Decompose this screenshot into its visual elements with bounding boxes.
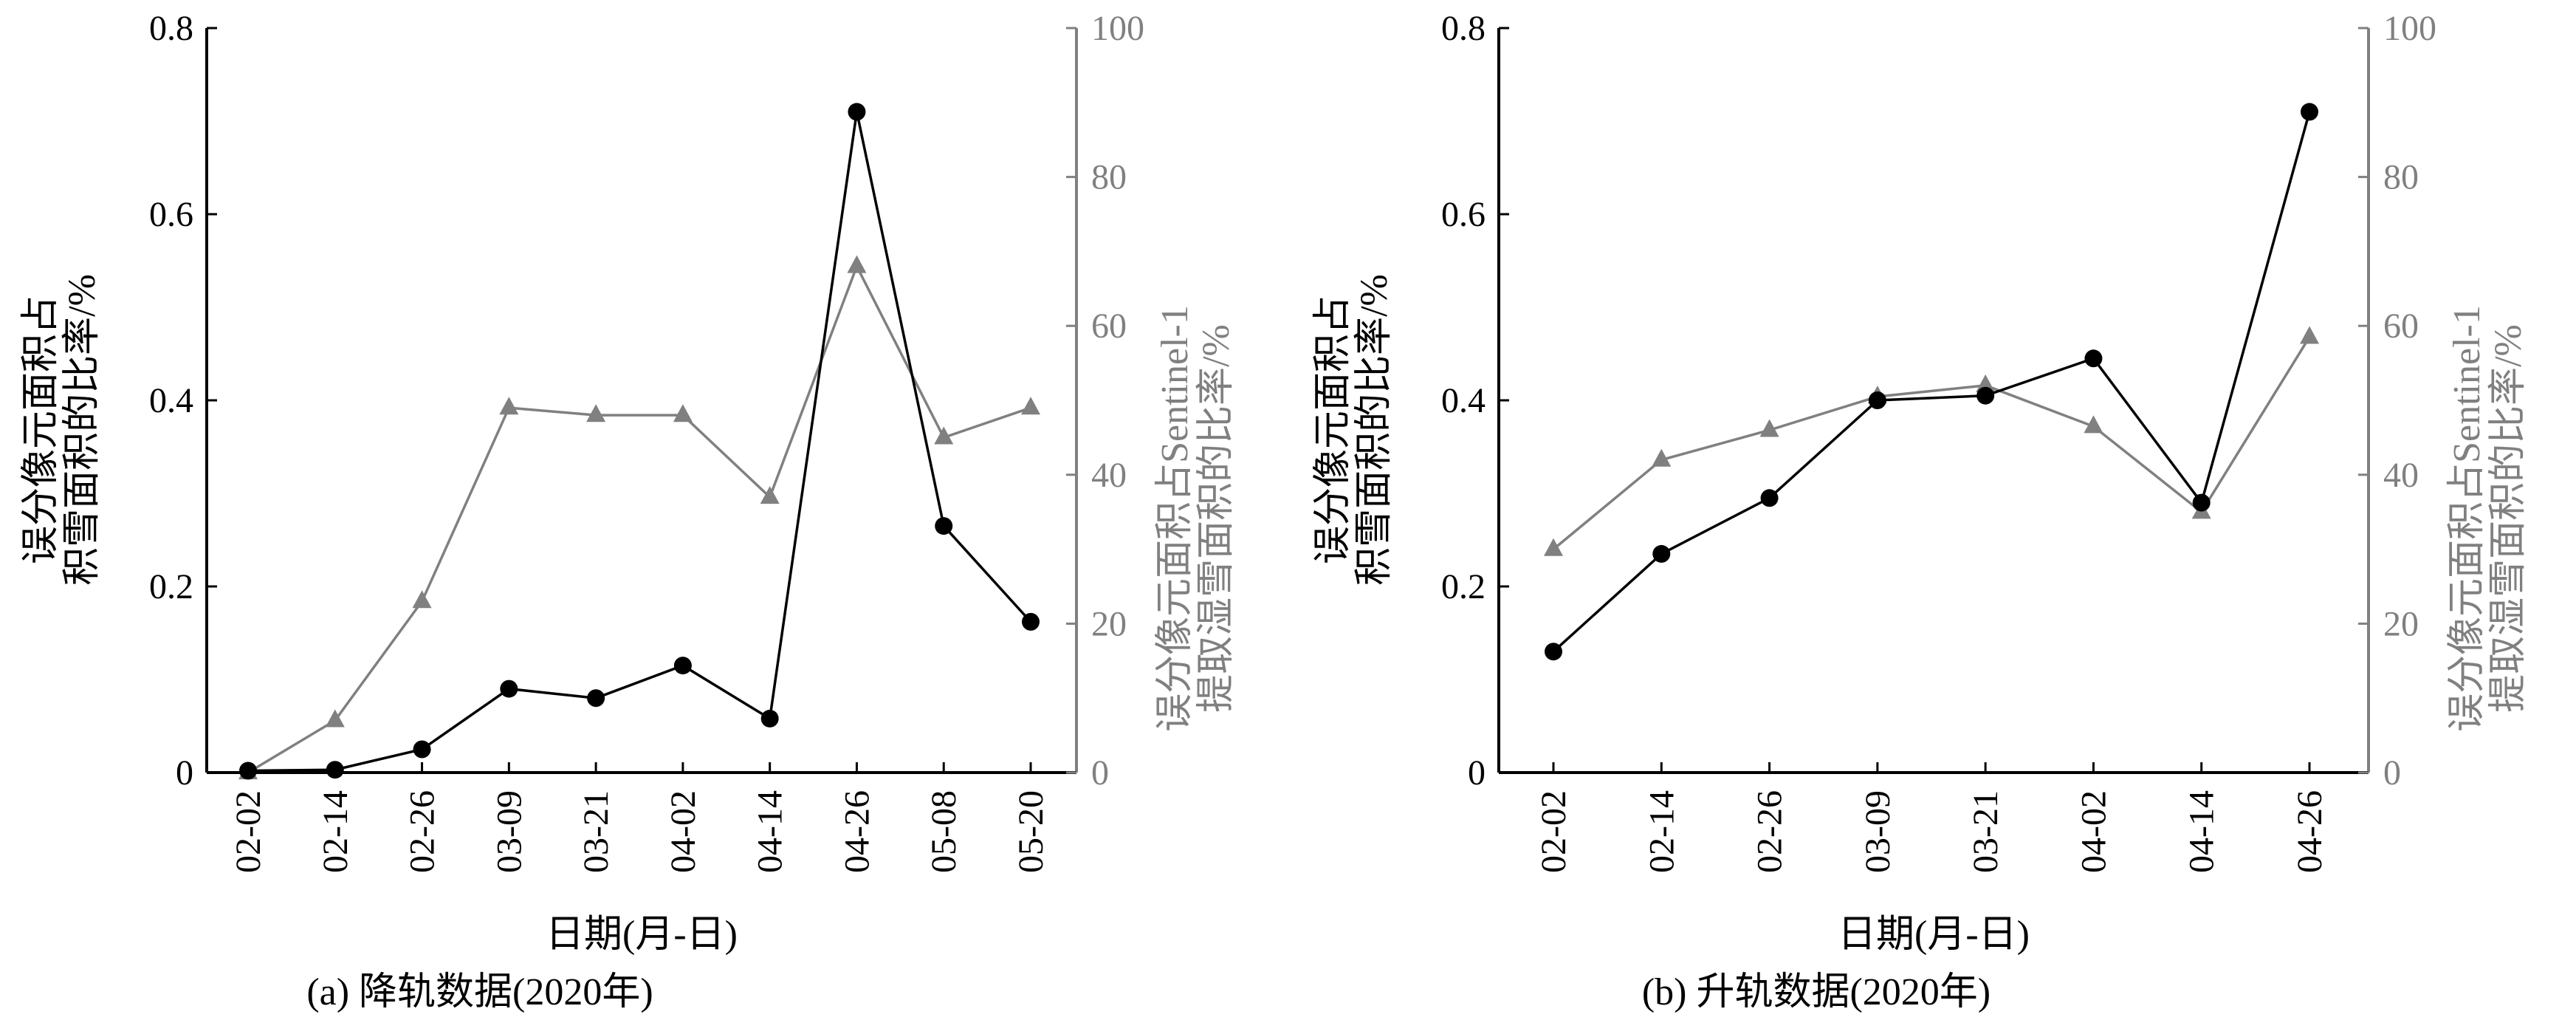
x-axis-title: 日期(月-日) <box>546 914 738 956</box>
ratio-data-point <box>760 709 779 728</box>
ratio-data-point <box>2192 493 2211 512</box>
ratio-data-point <box>326 761 344 779</box>
ratio-data-point <box>1545 643 1562 661</box>
right-y-tick-label: 100 <box>2383 9 2436 48</box>
x-tick-label: 02-02 <box>229 790 268 873</box>
right-y-tick-label: 20 <box>1091 604 1127 643</box>
share-data-point <box>1759 419 1779 437</box>
x-tick-label: 05-20 <box>1011 790 1051 873</box>
ratio-data-point <box>673 657 692 675</box>
x-tick-label: 04-26 <box>837 790 876 873</box>
ratio-data-point <box>587 689 605 708</box>
right-y-axis-title: 误分像元面积占Sentinel-1 <box>1154 305 1196 732</box>
panel-caption: (b) 升轨数据(2020年) <box>1642 971 1991 1013</box>
left-y-tick-label: 0.6 <box>1441 195 1486 234</box>
left-y-axis-title: 积雪面积的比率/% <box>1353 274 1395 586</box>
chart-panel-a: 0 0.2 0.4 0.6 0.8 0 20 40 60 80 100 02-02 02-14 02-26… <box>20 9 1237 1013</box>
share-data-point <box>1021 397 1040 415</box>
left-y-tick-label: 0.2 <box>1441 567 1486 606</box>
left-y-tick-label: 0.4 <box>149 381 193 420</box>
x-tick-label: 04-26 <box>2290 790 2329 873</box>
x-tick-label: 02-02 <box>1534 790 1573 873</box>
x-tick-label: 03-09 <box>1858 790 1897 873</box>
share-data-point <box>499 397 519 415</box>
share-data-point <box>1544 538 1563 556</box>
left-y-tick-label: 0.4 <box>1441 381 1486 420</box>
x-tick-label: 03-09 <box>490 790 529 873</box>
right-y-tick-label: 100 <box>1091 9 1144 48</box>
chart-panel-b: 0 0.2 0.4 0.6 0.8 0 20 40 60 80 100 02-02 02-14 02-26… <box>1312 9 2529 1013</box>
x-tick-label: 04-02 <box>2074 790 2113 873</box>
right-y-tick-label: 40 <box>1091 456 1127 495</box>
share-data-point <box>412 590 432 609</box>
ratio-data-point <box>1868 391 1886 409</box>
left-y-axis-title: 积雪面积的比率/% <box>61 274 103 586</box>
x-tick-label: 04-02 <box>664 790 703 873</box>
left-y-tick-label: 0.8 <box>149 9 193 48</box>
ratio-data-point <box>1760 489 1779 507</box>
left-y-tick-label: 0.2 <box>149 567 193 606</box>
share-data-point <box>2300 326 2319 344</box>
share-data-point <box>934 426 954 445</box>
ratio-data-point <box>848 103 866 121</box>
x-tick-label: 02-26 <box>403 790 442 873</box>
right-y-tick-label: 0 <box>1091 753 1109 793</box>
ratio-data-point <box>2084 349 2103 368</box>
right-y-tick-label: 20 <box>2383 604 2419 643</box>
ratio-data-point <box>1976 386 1995 405</box>
share-data-point <box>2084 415 2103 434</box>
left-y-tick-label: 0 <box>176 753 193 793</box>
share-data-point <box>1652 448 1672 467</box>
ratio-data-point <box>413 740 431 759</box>
share-data-point <box>325 709 345 728</box>
ratio-series-line <box>247 112 1032 773</box>
ratio-data-point <box>935 517 953 535</box>
left-y-axis-title: 误分像元面积占 <box>20 295 62 564</box>
right-y-tick-label: 80 <box>2383 158 2419 197</box>
share-series-line <box>247 263 1031 774</box>
x-tick-label: 03-21 <box>577 790 616 873</box>
ratio-data-point <box>239 761 257 780</box>
panel-caption: (a) 降轨数据(2020年) <box>306 971 653 1013</box>
left-y-tick-label: 0.8 <box>1441 9 1486 48</box>
ratio-series-line <box>1552 111 2311 653</box>
right-y-tick-label: 0 <box>2383 753 2401 793</box>
x-tick-label: 04-14 <box>751 790 790 873</box>
right-y-axis-title: 提取湿雪面积的比率/% <box>1195 324 1237 713</box>
x-tick-label: 05-08 <box>924 790 964 873</box>
share-data-point <box>1976 374 1996 392</box>
left-y-axis-title: 误分像元面积占 <box>1312 295 1354 564</box>
share-data-point <box>847 255 867 273</box>
right-y-tick-label: 60 <box>2383 307 2419 346</box>
x-tick-label: 03-21 <box>1966 790 2005 873</box>
share-series-line <box>1552 336 2311 550</box>
left-y-tick-label: 0 <box>1468 753 1486 793</box>
ratio-data-point <box>1652 544 1671 563</box>
share-data-point <box>673 404 693 422</box>
right-y-axis-title: 提取湿雪面积的比率/% <box>2487 324 2529 713</box>
x-tick-label: 04-14 <box>2182 790 2222 873</box>
right-y-tick-label: 60 <box>1091 307 1127 346</box>
x-tick-label: 02-14 <box>1642 790 1681 873</box>
ratio-data-point <box>1022 612 1040 631</box>
left-y-tick-label: 0.6 <box>149 195 193 234</box>
share-data-point <box>586 404 606 422</box>
right-y-tick-label: 40 <box>2383 456 2419 495</box>
right-y-axis-title: 误分像元面积占Sentinel-1 <box>2446 305 2488 732</box>
right-y-tick-label: 80 <box>1091 158 1127 197</box>
x-axis-title: 日期(月-日) <box>1838 914 2030 956</box>
x-tick-label: 02-26 <box>1751 790 1790 873</box>
x-tick-label: 02-14 <box>316 790 355 873</box>
share-data-point <box>760 486 780 504</box>
ratio-data-point <box>500 680 518 698</box>
ratio-data-point <box>2301 103 2318 121</box>
